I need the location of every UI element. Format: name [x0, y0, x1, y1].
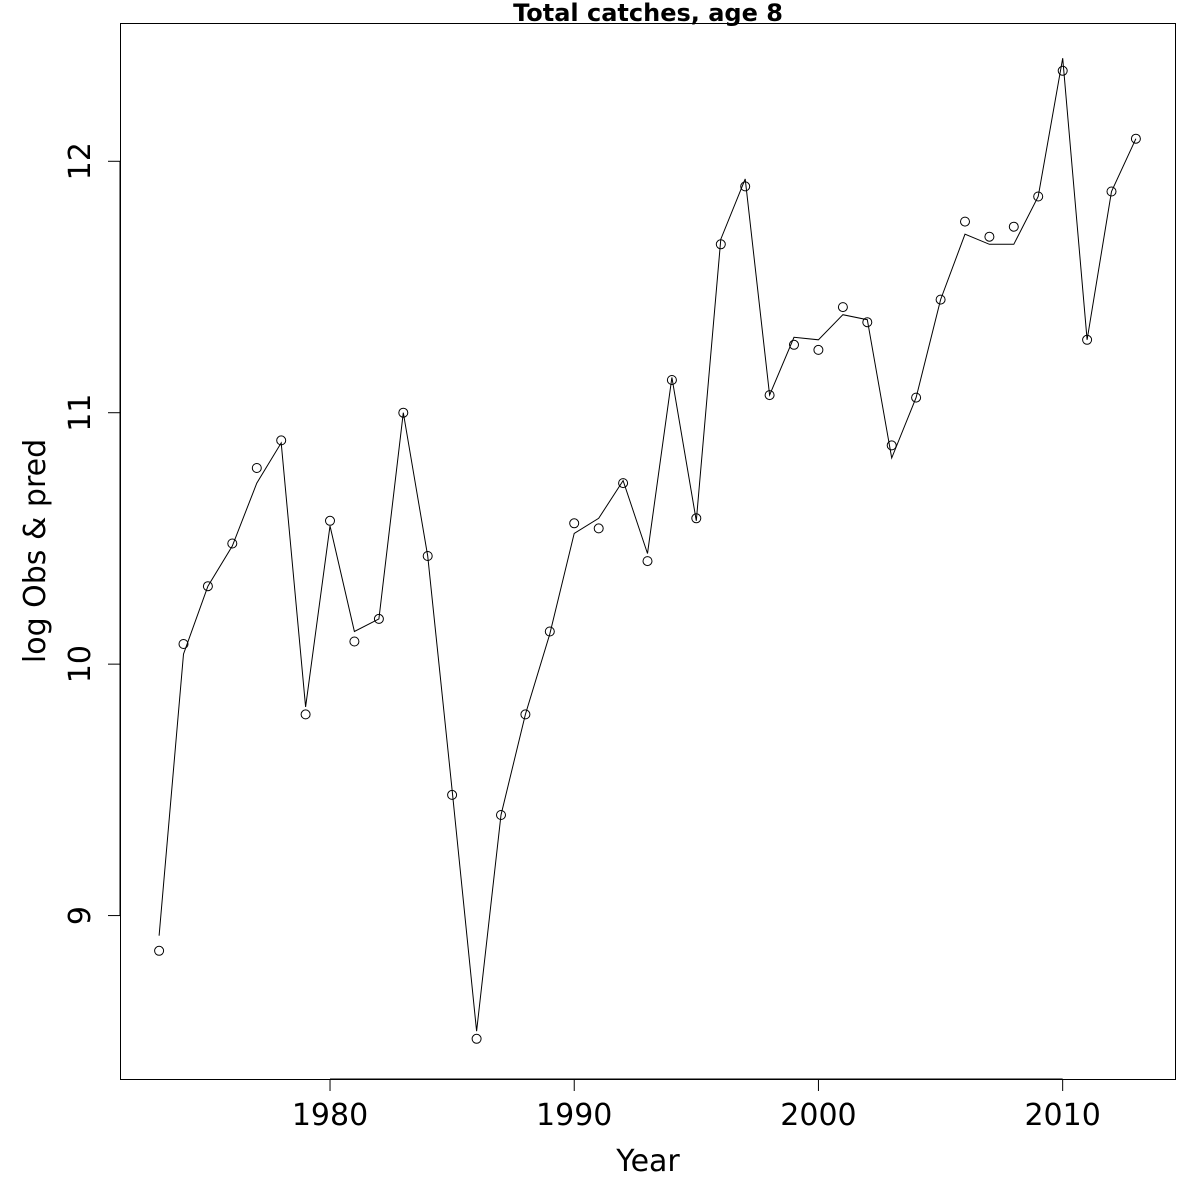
x-axis-label: Year	[615, 1144, 680, 1179]
obs-point	[911, 392, 922, 403]
chart-title: Total catches, age 8	[513, 0, 783, 27]
x-tick-label: 1990	[536, 1098, 612, 1133]
obs-point	[740, 181, 751, 192]
obs-point	[227, 538, 238, 549]
obs-point	[666, 375, 677, 385]
plot-area	[154, 58, 1141, 1044]
obs-point	[251, 463, 262, 473]
obs-point	[935, 294, 946, 305]
obs-point	[520, 709, 531, 720]
obs-point	[325, 515, 335, 526]
y-axis: 9 10 11 12	[63, 142, 121, 925]
y-axis-label: log Obs & pred	[18, 439, 53, 663]
obs-point	[593, 523, 604, 534]
obs-point	[544, 626, 555, 637]
obs-point	[276, 435, 287, 446]
obs-point	[837, 302, 848, 313]
y-tick-label: 11	[63, 394, 98, 432]
obs-point	[886, 440, 897, 451]
obs-point	[1130, 133, 1141, 144]
obs-point	[422, 551, 433, 561]
obs-point	[300, 709, 311, 720]
pred-series-line	[158, 58, 1137, 1032]
obs-point	[373, 613, 384, 624]
obs-point	[447, 789, 458, 800]
x-tick-label: 1980	[292, 1098, 368, 1133]
obs-point	[1008, 221, 1019, 232]
obs-point	[764, 390, 775, 401]
obs-point	[960, 216, 970, 227]
obs-point	[349, 636, 360, 647]
obs-point	[398, 407, 409, 418]
obs-point	[862, 317, 873, 328]
obs-point	[984, 231, 995, 242]
y-tick-label: 10	[63, 645, 98, 683]
obs-point	[569, 518, 580, 529]
obs-point	[789, 339, 799, 350]
obs-point	[178, 639, 189, 649]
x-tick-label: 2000	[780, 1098, 856, 1133]
obs-point	[202, 581, 213, 592]
y-tick-label: 9	[63, 906, 98, 925]
obs-point	[1033, 191, 1044, 202]
obs-point	[715, 239, 726, 250]
obs-point	[154, 945, 165, 956]
obs-point	[1082, 334, 1093, 345]
obs-point	[691, 513, 702, 524]
y-tick-label: 12	[63, 142, 98, 180]
obs-point	[496, 810, 506, 820]
x-tick-label: 2010	[1024, 1098, 1100, 1133]
obs-point	[618, 478, 629, 489]
obs-point	[471, 1033, 482, 1044]
obs-point	[642, 556, 653, 567]
x-axis: 1980 1990 2000 2010	[292, 1078, 1101, 1133]
obs-point	[813, 344, 824, 355]
obs-point	[1057, 65, 1068, 76]
obs-point	[1106, 186, 1117, 197]
